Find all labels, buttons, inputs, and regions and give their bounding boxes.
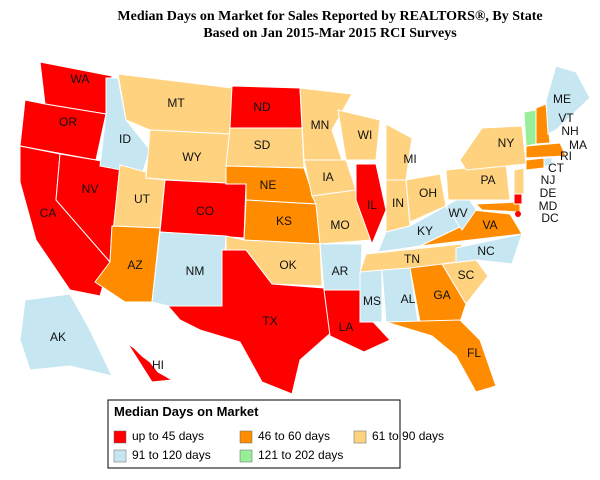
- state-label: VT: [558, 111, 574, 125]
- state-label: TN: [404, 252, 420, 266]
- state-shape: [459, 125, 527, 171]
- states: [19, 61, 591, 395]
- map-subtitle: Based on Jan 2015-Mar 2015 RCI Surveys: [203, 26, 457, 41]
- state-label: VA: [482, 218, 497, 232]
- state-shape: [409, 263, 467, 323]
- state-label: ME: [553, 92, 571, 106]
- state-label: OH: [419, 186, 437, 200]
- state-shape: [513, 193, 523, 205]
- state-label: MA: [569, 138, 587, 152]
- state-label: FL: [467, 346, 481, 360]
- state-label: WA: [71, 72, 90, 86]
- legend-swatch: [353, 430, 367, 444]
- state-label: MO: [330, 218, 349, 232]
- state-label: NC: [477, 244, 495, 258]
- state-label: CT: [548, 161, 565, 175]
- state-label: IL: [367, 198, 377, 212]
- state-label: ID: [119, 132, 131, 146]
- state-label: DE: [540, 186, 557, 200]
- state-label: GA: [433, 288, 450, 302]
- state-shape: [445, 163, 511, 201]
- state-shape: [523, 109, 537, 147]
- legend-label: 91 to 120 days: [132, 448, 211, 462]
- state-label: SD: [254, 138, 271, 152]
- state-shape: [299, 87, 353, 161]
- state-shape: [127, 343, 174, 383]
- state-label: CO: [196, 204, 214, 218]
- state-label: NV: [82, 182, 99, 196]
- state-label: NJ: [541, 173, 556, 187]
- state-label: MI: [403, 152, 416, 166]
- legend-swatch: [239, 430, 253, 444]
- state-labels: WA OR CA NV ID MT WY UT AZ CO NM ND SD NE KS OK TX MN IA MO…: [40, 72, 587, 372]
- state-label: KY: [417, 224, 433, 238]
- state-label: NM: [186, 264, 205, 278]
- state-label: LA: [339, 320, 354, 334]
- state-shape: [525, 142, 567, 159]
- state-label: AZ: [127, 258, 142, 272]
- state-shape: [359, 269, 383, 323]
- state-label: NY: [498, 136, 515, 150]
- state-label: TX: [262, 314, 277, 328]
- state-shape: [166, 249, 335, 395]
- state-shape: [525, 157, 545, 171]
- state-label: MD: [539, 199, 558, 213]
- state-label: SC: [458, 268, 475, 282]
- state-shape: [19, 99, 107, 161]
- legend-swatch: [239, 449, 253, 463]
- state-label: UT: [134, 192, 151, 206]
- state-label: KS: [276, 214, 292, 228]
- state-label: AK: [50, 330, 66, 344]
- state-shape: [545, 65, 591, 135]
- map-title: Median Days on Market for Sales Reported…: [117, 9, 542, 24]
- state-label: NH: [561, 124, 578, 138]
- state-label: CA: [40, 206, 57, 220]
- legend-title: Median Days on Market: [114, 404, 259, 419]
- state-shape: [543, 157, 553, 167]
- state-shape: [515, 211, 521, 217]
- legend-swatch: [113, 430, 127, 444]
- state-shape: [513, 167, 525, 195]
- state-label: MT: [167, 96, 185, 110]
- state-label: WV: [448, 206, 467, 220]
- state-shape: [19, 293, 113, 377]
- state-shape: [419, 209, 523, 247]
- state-label: OK: [279, 258, 296, 272]
- state-label: WY: [182, 150, 201, 164]
- legend-label: 46 to 60 days: [258, 429, 330, 443]
- state-shape: [355, 163, 387, 246]
- state-shape: [474, 201, 521, 213]
- state-label: MS: [363, 294, 381, 308]
- state-label: DC: [541, 211, 559, 225]
- state-label: RI: [560, 149, 572, 163]
- state-label: IA: [322, 170, 333, 184]
- state-shape: [337, 109, 381, 161]
- legend: Median Days on Market up to 45 days 46 to…: [107, 399, 444, 469]
- state-label: PA: [480, 173, 495, 187]
- state-shape: [385, 319, 497, 393]
- legend-box: [107, 399, 401, 469]
- legend-label: 121 to 202 days: [258, 448, 343, 462]
- state-label: IN: [392, 196, 404, 210]
- legend-swatch: [113, 449, 127, 463]
- legend-label: 61 to 90 days: [372, 429, 444, 443]
- legend-label: up to 45 days: [132, 429, 204, 443]
- state-label: AR: [332, 264, 349, 278]
- state-label: NE: [260, 178, 277, 192]
- state-shape: [99, 77, 151, 175]
- state-label: AL: [401, 292, 416, 306]
- state-label: WI: [358, 128, 373, 142]
- state-label: ND: [253, 100, 271, 114]
- state-label: OR: [59, 115, 77, 129]
- state-label: MN: [311, 118, 330, 132]
- state-label: HI: [152, 358, 164, 372]
